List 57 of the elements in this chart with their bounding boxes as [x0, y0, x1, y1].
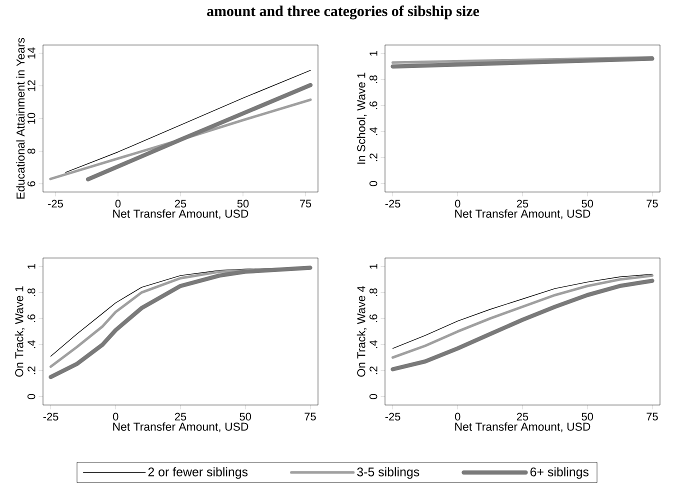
- x-tick-label: 25: [516, 200, 528, 208]
- y-tick-label: 6: [27, 181, 36, 186]
- y-tick-label: 10: [27, 112, 36, 124]
- y-tick-label: 1: [370, 264, 378, 269]
- y-tick-label: .6: [369, 314, 378, 322]
- x-tick-label: 75: [304, 412, 316, 420]
- y-axis-title: In School, Wave 1: [356, 72, 367, 164]
- x-tick-label: -25: [43, 412, 58, 421]
- x-axis-title: Net Transfer Amount, USD: [113, 422, 248, 432]
- y-tick-label: .6: [369, 101, 378, 110]
- line-series: [65, 70, 311, 173]
- y-tick-label: .8: [369, 75, 378, 84]
- x-tick-label: 75: [646, 200, 658, 208]
- y-axis-title: On Track, Wave 1: [14, 286, 25, 377]
- x-tick-label: 50: [582, 200, 594, 208]
- x-axis-title: Net Transfer Amount, USD: [113, 209, 248, 220]
- y-tick-label: 1: [370, 50, 378, 56]
- legend-label: 6+ siblings: [530, 467, 589, 479]
- x-tick-label: 50: [237, 200, 249, 208]
- y-tick-label: 8: [27, 148, 36, 154]
- x-tick-label: -25: [385, 412, 400, 421]
- x-tick-label: -25: [48, 200, 63, 208]
- x-tick-label: 0: [455, 412, 460, 421]
- y-tick-label: 12: [28, 80, 36, 92]
- y-tick-label: .2: [370, 366, 378, 374]
- x-tick-label: 0: [115, 200, 121, 208]
- x-tick-label: 0: [455, 200, 460, 208]
- y-tick-label: .2: [370, 154, 378, 162]
- y-tick-label: .4: [28, 340, 36, 348]
- y-tick-label: .8: [27, 288, 36, 296]
- y-tick-label: 0: [369, 394, 378, 400]
- legend-label: 2 or fewer siblings: [148, 467, 248, 479]
- y-tick-label: 0: [369, 180, 378, 186]
- y-tick-label: .4: [370, 340, 378, 348]
- x-tick-label: 25: [174, 200, 186, 208]
- y-tick-label: .8: [369, 288, 378, 296]
- y-axis-title: Educational Attainment in Years: [16, 38, 25, 199]
- x-axis-title: Net Transfer Amount, USD: [455, 422, 590, 432]
- x-tick-label: 0: [113, 412, 118, 421]
- line-series: [390, 278, 654, 372]
- x-tick-label: 50: [240, 412, 252, 421]
- x-tick-label: -25: [385, 200, 400, 208]
- y-tick-label: .2: [28, 366, 36, 374]
- x-tick-label: 50: [582, 412, 594, 421]
- y-tick-label: 0: [27, 394, 36, 400]
- chart-title: amount and three categories of sibship size: [207, 6, 480, 20]
- y-tick-label: .6: [27, 314, 36, 322]
- y-axis-title: On Track, Wave 4: [356, 286, 367, 377]
- y-tick-label: 14: [28, 47, 36, 58]
- x-tick-label: 25: [174, 412, 186, 421]
- x-tick-label: 75: [300, 200, 312, 208]
- y-tick-label: 1: [28, 264, 36, 269]
- legend-label: 3-5 siblings: [357, 467, 420, 479]
- x-axis-title: Net Transfer Amount, USD: [455, 209, 590, 220]
- x-tick-label: 25: [516, 412, 528, 421]
- y-tick-label: .4: [370, 127, 378, 136]
- x-tick-label: 75: [646, 412, 658, 420]
